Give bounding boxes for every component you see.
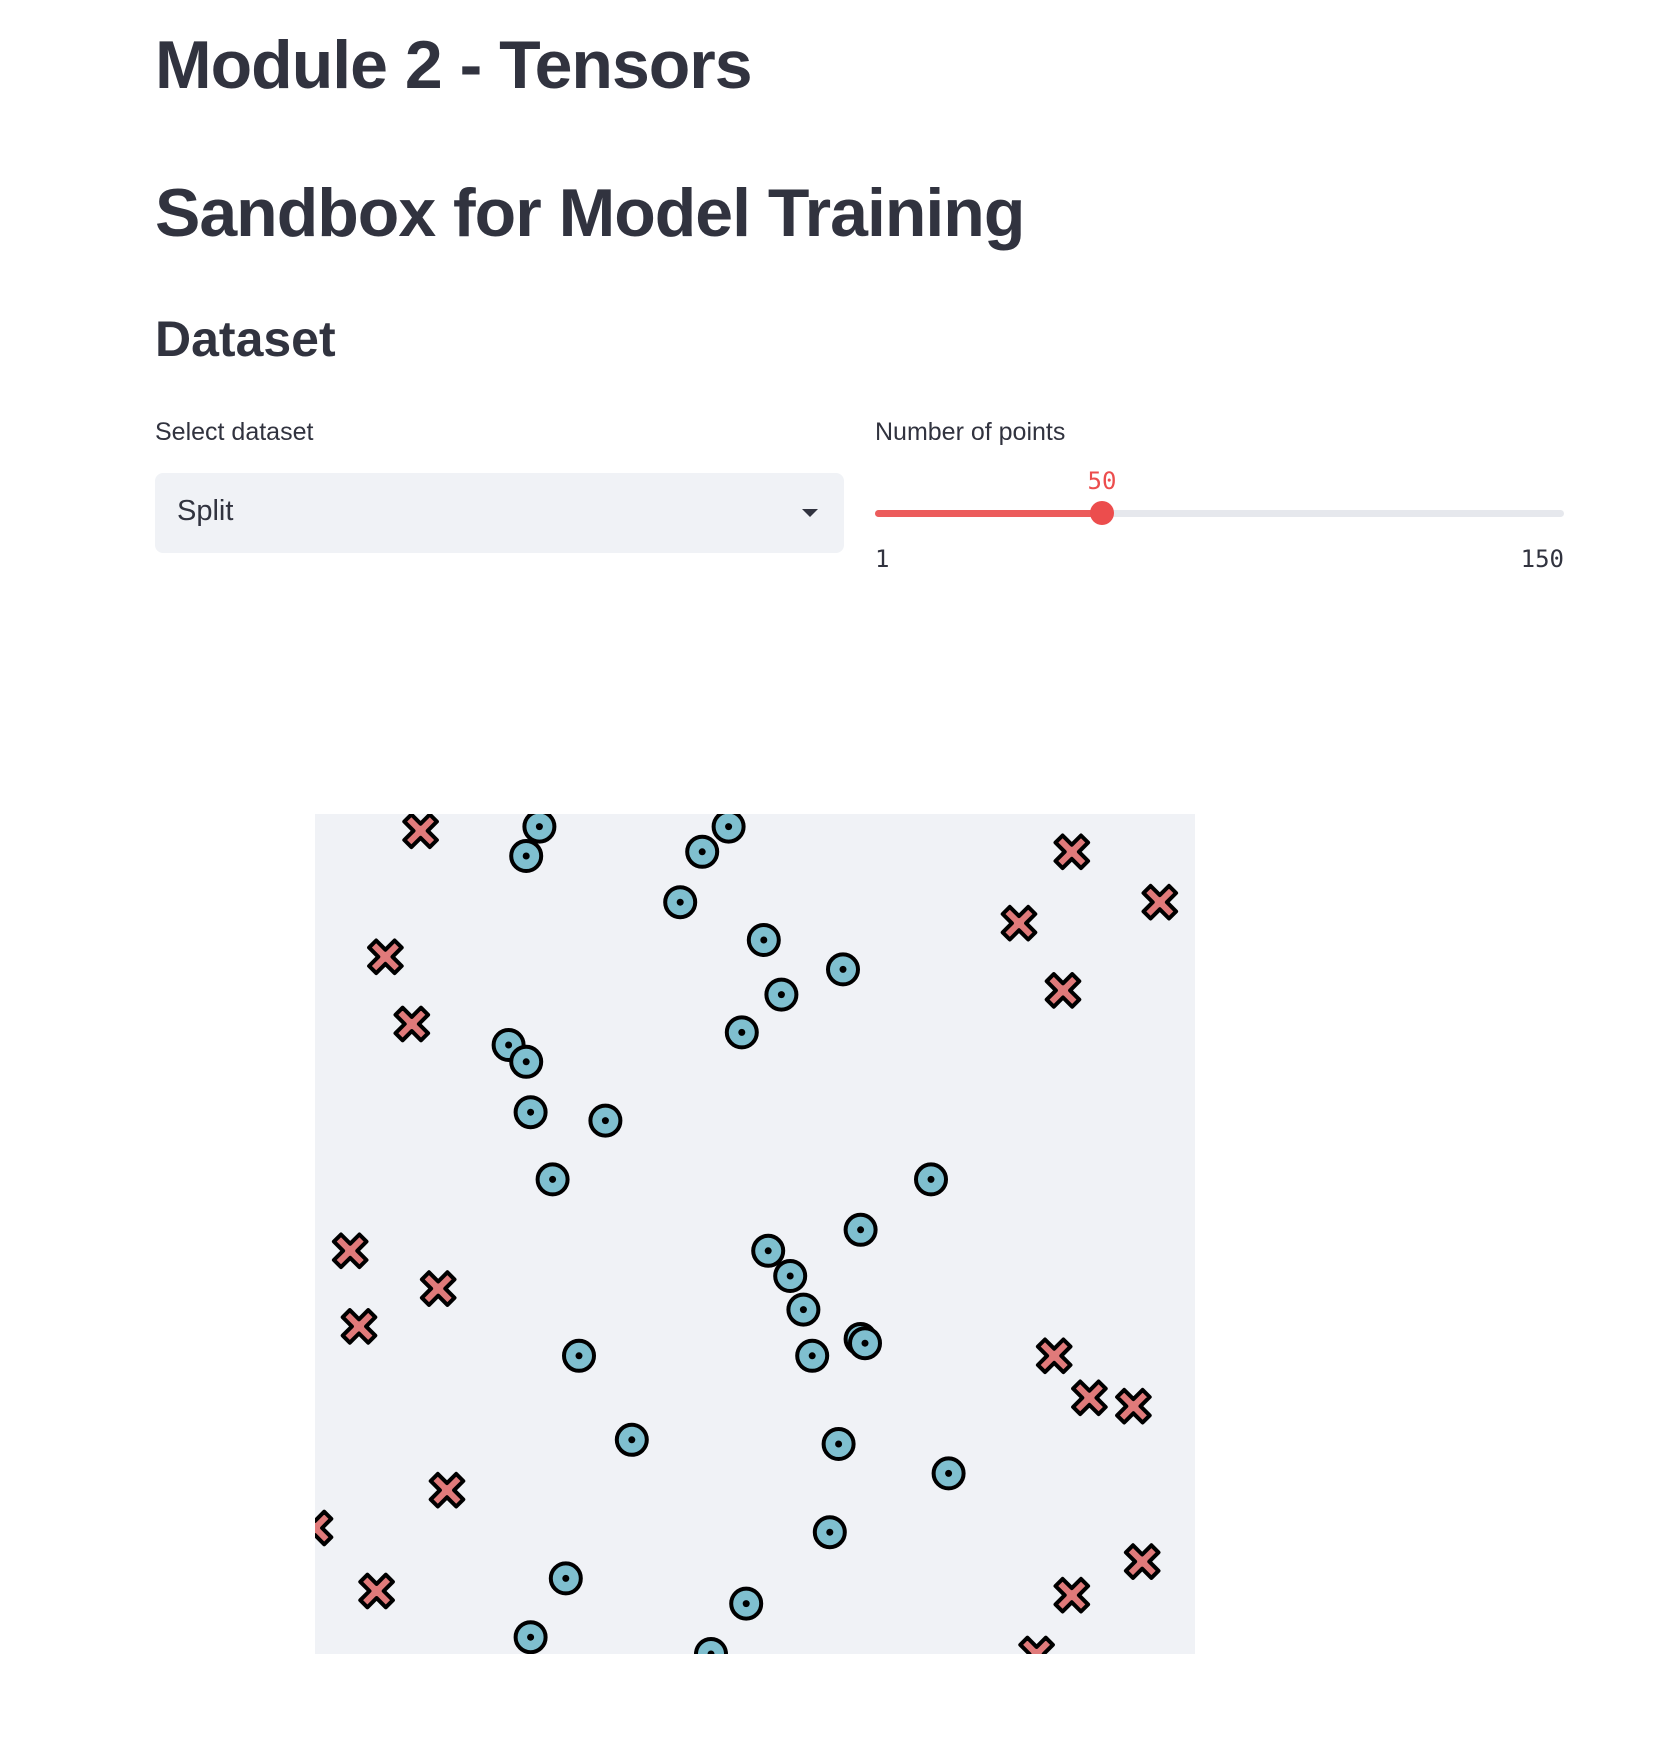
scatter-point-x bbox=[1018, 1635, 1055, 1654]
scatter-point-o bbox=[509, 839, 544, 873]
scatter-point-o bbox=[773, 1259, 808, 1293]
scatter-point-o bbox=[724, 1015, 759, 1050]
scatter-point-o bbox=[751, 1233, 786, 1268]
scatter-point-o bbox=[694, 1637, 728, 1654]
scatter-point-x bbox=[1053, 1576, 1091, 1614]
scatter-point-x bbox=[1115, 1387, 1152, 1425]
scatter-point-o bbox=[826, 952, 860, 987]
chevron-down-icon[interactable] bbox=[802, 509, 818, 517]
scatter-point-o bbox=[914, 1162, 948, 1197]
scatter-point-o bbox=[786, 1292, 821, 1327]
scatter-point-o bbox=[535, 1162, 570, 1197]
slider-track[interactable] bbox=[875, 510, 1564, 517]
scatter-point-x bbox=[1071, 1379, 1108, 1417]
scatter-point-o bbox=[795, 1338, 830, 1373]
scatter-point-o bbox=[848, 1326, 882, 1361]
scatter-point-o bbox=[522, 814, 557, 844]
dataset-select-value: Split bbox=[177, 495, 234, 527]
select-dataset-label: Select dataset bbox=[155, 418, 314, 446]
scatter-point-o bbox=[746, 923, 781, 957]
scatter-point-o bbox=[931, 1456, 966, 1491]
scatter-point-x bbox=[367, 938, 404, 976]
scatter-point-o bbox=[509, 1044, 544, 1079]
slider-thumb[interactable] bbox=[1090, 501, 1114, 525]
scatter-point-o bbox=[812, 1515, 847, 1550]
scatter-point-x bbox=[1000, 904, 1038, 942]
number-of-points-label: Number of points bbox=[875, 418, 1066, 446]
scatter-point-o bbox=[821, 1427, 856, 1461]
slider-fill bbox=[875, 510, 1102, 517]
dataset-select[interactable]: Split bbox=[155, 473, 844, 553]
scatter-point-x bbox=[1053, 833, 1091, 871]
scatter-point-x bbox=[1044, 972, 1082, 1009]
scatter-point-o bbox=[729, 1586, 764, 1621]
scatter-point-o bbox=[711, 814, 746, 844]
scatter-point-x bbox=[1141, 883, 1179, 921]
number-of-points-slider[interactable]: 50 1 150 bbox=[875, 465, 1564, 575]
page-title: Module 2 - Tensors bbox=[155, 27, 753, 103]
scatter-point-x bbox=[393, 1005, 431, 1043]
scatter-point-x bbox=[1123, 1543, 1161, 1580]
scatter-point-x bbox=[419, 1270, 457, 1307]
scatter-point-x bbox=[402, 814, 439, 850]
page-subtitle: Sandbox for Model Training bbox=[155, 175, 1025, 251]
scatter-point-o bbox=[513, 1095, 548, 1130]
scatter-point-x bbox=[358, 1572, 395, 1610]
scatter-point-o bbox=[562, 1338, 596, 1373]
scatter-point-o bbox=[764, 977, 799, 1012]
slider-min-label: 1 bbox=[875, 545, 890, 573]
scatter-point-o bbox=[588, 1103, 623, 1138]
scatter-point-o bbox=[685, 834, 720, 869]
slider-current-value: 50 bbox=[1087, 467, 1117, 495]
slider-max-label: 150 bbox=[1520, 545, 1564, 573]
scatter-point-o bbox=[548, 1561, 583, 1596]
scatter-point-o bbox=[513, 1620, 548, 1654]
scatter-point-x bbox=[331, 1232, 369, 1270]
dataset-scatter-plot[interactable] bbox=[315, 814, 1195, 1654]
scatter-point-o bbox=[614, 1422, 649, 1457]
plot-marks bbox=[315, 814, 1179, 1654]
scatter-point-x bbox=[1035, 1337, 1073, 1375]
scatter-point-x bbox=[340, 1308, 378, 1345]
dataset-heading: Dataset bbox=[155, 311, 336, 367]
scatter-point-o bbox=[663, 885, 698, 920]
scatter-point-x bbox=[315, 1509, 334, 1547]
scatter-point-o bbox=[843, 1212, 878, 1247]
scatter-point-x bbox=[428, 1471, 466, 1509]
